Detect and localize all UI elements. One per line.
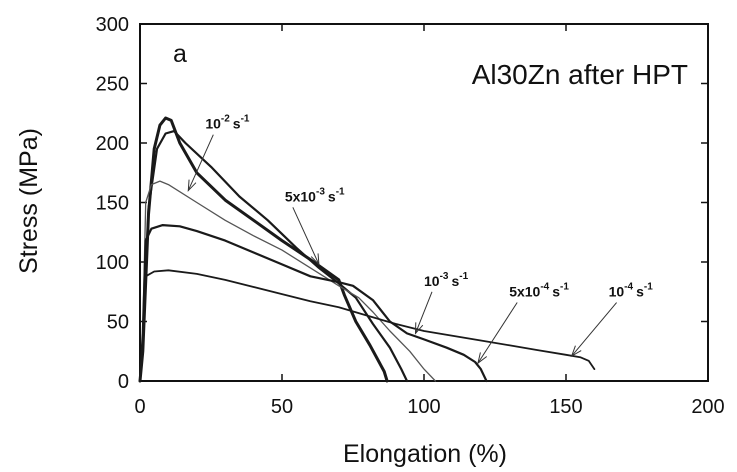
annotation-arrowhead xyxy=(187,179,197,192)
x-axis-title: Elongation (%) xyxy=(343,440,507,468)
series-line-5 xyxy=(139,269,596,382)
annotation-arrowhead xyxy=(477,352,488,365)
x-tick-label: 100 xyxy=(407,396,440,418)
x-tick-label: 150 xyxy=(549,396,582,418)
annotation-arrow xyxy=(571,302,617,357)
rate-label: 10-2 s-1 xyxy=(205,114,250,132)
rate-label: 10-3 s-1 xyxy=(424,271,469,289)
series-line-3 xyxy=(139,180,437,382)
rate-label: 5x10-4 s-1 xyxy=(509,282,569,300)
series-line-1 xyxy=(138,116,389,383)
rate-label: 5x10-3 s-1 xyxy=(285,186,345,204)
chart-title: Al30Zn after HPT xyxy=(472,59,688,90)
annotation-arrow xyxy=(477,302,518,364)
tick-labels: 0 50 100 150 200 0 50 100 150 200 250 300 xyxy=(96,14,725,418)
y-axis-title: Stress (MPa) xyxy=(15,128,43,274)
annotation-arrowhead xyxy=(414,322,424,335)
y-tick-label: 100 xyxy=(96,252,129,274)
rate-annotations: 10-2 s-1 5x10-3 s-1 10-3 s-1 5x10-4 s-1 10-4 s-1 xyxy=(187,114,654,365)
rate-label: 10-4 s-1 xyxy=(609,282,654,300)
x-tick-label: 200 xyxy=(691,396,724,418)
annotation-arrow xyxy=(415,291,433,334)
series-line-4 xyxy=(138,224,488,383)
annotation-arrowhead xyxy=(570,345,582,358)
y-tick-label: 50 xyxy=(107,312,129,334)
series-lines xyxy=(138,116,596,383)
panel-letter: a xyxy=(173,40,187,68)
y-tick-label: 250 xyxy=(96,74,129,96)
x-tick-label: 50 xyxy=(271,396,293,418)
annotation-arrow xyxy=(292,207,320,265)
y-tick-label: 300 xyxy=(96,14,129,36)
annotation-arrowhead xyxy=(310,253,320,266)
annotation-arrow xyxy=(187,134,214,191)
x-tick-label: 0 xyxy=(134,396,145,418)
series-line-2 xyxy=(138,130,409,383)
y-tick-label: 150 xyxy=(96,193,129,215)
y-tick-label: 0 xyxy=(118,371,129,393)
y-tick-label: 200 xyxy=(96,133,129,155)
